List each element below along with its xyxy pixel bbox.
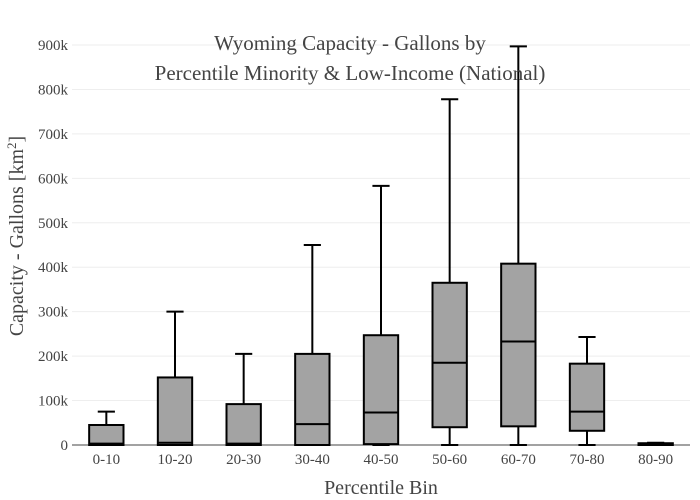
box-70-80 [568, 336, 606, 446]
x-tick-label: 30-40 [295, 452, 330, 468]
box-80-90 [637, 441, 674, 447]
box-iqr [294, 352, 331, 446]
chart-title-line-2: Percentile Minority & Low-Income (Nation… [155, 61, 546, 85]
y-tick-label: 0 [61, 438, 69, 454]
y-axis-title-main: Capacity - Gallons [km [6, 149, 28, 337]
box-iqr [500, 262, 537, 428]
x-tick-label: 0-10 [93, 452, 121, 468]
x-tick-labels: 0-10 10-20 20-30 30-40 40-50 50-60 60-70 70-80 8… [93, 452, 674, 468]
x-axis-title: Percentile Bin [324, 477, 438, 499]
x-tick-label: 20-30 [226, 452, 261, 468]
y-tick-label: 700k [38, 127, 69, 143]
chart-title-line-1: Wyoming Capacity - Gallons by [214, 31, 486, 55]
y-axis-title-end: ] [6, 136, 28, 143]
box-0-10 [88, 410, 125, 446]
box-20-30 [225, 352, 262, 447]
box-iqr [362, 334, 400, 446]
box-60-70 [500, 45, 537, 446]
box-30-40 [294, 244, 331, 446]
box-series [88, 45, 674, 447]
y-tick-label: 800k [38, 82, 69, 98]
x-tick-label: 10-20 [158, 452, 193, 468]
x-tick-label: 70-80 [570, 452, 605, 468]
y-tick-label: 500k [38, 216, 69, 232]
x-tick-label: 60-70 [501, 452, 536, 468]
box-iqr [225, 403, 262, 447]
box-10-20 [156, 310, 194, 447]
y-tick-label: 400k [38, 260, 69, 276]
y-tick-labels: 0 100k 200k 300k 400k 500k 600k 700k 800k 900k [38, 38, 69, 454]
y-tick-label: 300k [38, 305, 69, 321]
box-40-50 [362, 184, 400, 446]
y-tick-label: 100k [38, 394, 69, 410]
y-tick-label: 600k [38, 171, 69, 187]
y-tick-label: 900k [38, 38, 69, 54]
x-tick-label: 40-50 [364, 452, 399, 468]
y-tick-label: 200k [38, 349, 69, 365]
y-axis-title-superscript: 2 [4, 142, 19, 149]
box-iqr [431, 281, 468, 429]
box-50-60 [431, 98, 468, 446]
box-iqr [88, 424, 125, 446]
box-iqr [568, 362, 606, 432]
x-tick-label: 80-90 [638, 452, 673, 468]
box-iqr [156, 376, 194, 447]
x-tick-label: 50-60 [432, 452, 467, 468]
y-axis-title: Capacity - Gallons [km2] [4, 136, 28, 336]
